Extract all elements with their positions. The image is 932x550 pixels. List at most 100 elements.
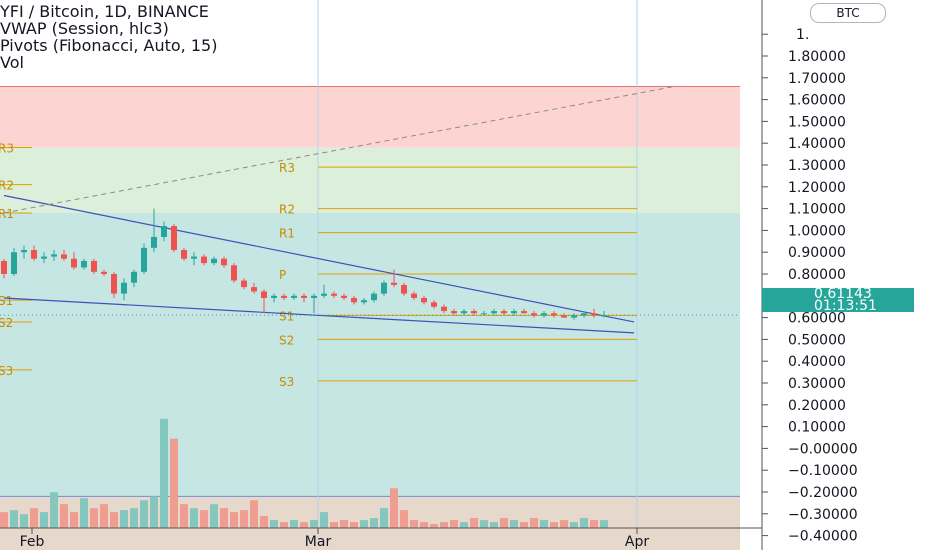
volume-bar bbox=[530, 518, 538, 528]
volume-bar bbox=[50, 492, 58, 528]
grid-lines bbox=[317, 0, 638, 528]
price-tick-label: 0.50000 bbox=[788, 332, 846, 348]
price-tick-label: 1.70000 bbox=[788, 71, 846, 87]
volume-bars bbox=[0, 418, 608, 528]
volume-bar bbox=[290, 520, 298, 528]
volume-bar bbox=[390, 488, 398, 528]
candle-body bbox=[81, 260, 87, 268]
zone-main-band bbox=[0, 212, 740, 497]
price-tick-label: 0.80000 bbox=[788, 267, 846, 283]
candle-body bbox=[571, 315, 577, 318]
candle-body bbox=[381, 282, 387, 294]
candle-body bbox=[91, 260, 97, 272]
candle-body bbox=[171, 226, 177, 251]
time-axis: Feb Mar Apr bbox=[0, 527, 762, 550]
pivot-left-label: R1 bbox=[0, 207, 14, 221]
candle-body bbox=[331, 293, 337, 296]
volume-bar bbox=[70, 512, 78, 528]
pivot-zones bbox=[0, 86, 740, 550]
volume-bar bbox=[170, 438, 178, 528]
candle-body bbox=[361, 300, 367, 303]
volume-bar bbox=[370, 518, 378, 528]
time-tick-label: Mar bbox=[305, 534, 332, 550]
volume-bar bbox=[490, 522, 498, 528]
dashed-trendline bbox=[3, 86, 675, 214]
candle-body bbox=[281, 295, 287, 298]
candle-countdown: 01:13:51 bbox=[814, 298, 877, 314]
volume-bar bbox=[60, 504, 68, 528]
candle-body bbox=[301, 295, 307, 298]
candle-body bbox=[501, 311, 507, 314]
volume-bar bbox=[350, 522, 358, 528]
candle-body bbox=[291, 295, 297, 298]
upper-trendline bbox=[3, 194, 635, 323]
candle-body bbox=[601, 315, 607, 317]
candle-body bbox=[101, 271, 107, 274]
candle-body bbox=[151, 236, 157, 248]
pivot-left-label: S3 bbox=[0, 364, 13, 378]
pivot-right-label: R2 bbox=[279, 203, 295, 217]
candle-body bbox=[471, 311, 477, 314]
volume-bar bbox=[100, 504, 108, 528]
currency-badge[interactable]: BTC bbox=[810, 3, 886, 23]
volume-bar bbox=[430, 524, 438, 528]
volume-bar bbox=[260, 516, 268, 528]
price-tick-label: 0.30000 bbox=[788, 376, 846, 392]
candle-body bbox=[201, 256, 207, 264]
volume-bar bbox=[80, 498, 88, 528]
candle-body bbox=[411, 293, 417, 298]
volume-bar bbox=[310, 520, 318, 528]
volume-bar bbox=[410, 520, 418, 528]
candle-body bbox=[521, 311, 527, 314]
volume-bar bbox=[500, 518, 508, 528]
candle-body bbox=[231, 265, 237, 281]
candle-body bbox=[241, 280, 247, 288]
pivot-left-label: R3 bbox=[0, 142, 14, 156]
volume-bar bbox=[210, 504, 218, 528]
volume-bar bbox=[420, 522, 428, 528]
candle-body bbox=[441, 306, 447, 312]
time-tick-label: Apr bbox=[625, 534, 649, 550]
price-tick-label: 1.30000 bbox=[788, 158, 846, 174]
candle-body bbox=[421, 297, 427, 303]
price-tick-label: 0.90000 bbox=[788, 245, 846, 261]
volume-bar bbox=[230, 512, 238, 528]
trendlines bbox=[0, 86, 740, 334]
volume-bar bbox=[600, 520, 608, 528]
candle-body bbox=[111, 274, 117, 294]
zone-r3-band bbox=[0, 86, 740, 148]
volume-bar bbox=[160, 418, 168, 528]
lower-trendline bbox=[3, 297, 635, 334]
price-tick-label: 1.50000 bbox=[788, 114, 846, 130]
volume-bar bbox=[470, 518, 478, 528]
last-price-tag: 0.61143 01:13:51 bbox=[762, 287, 914, 314]
volume-bar bbox=[400, 510, 408, 528]
pivot-right-label: S2 bbox=[279, 333, 294, 347]
candle-body bbox=[1, 260, 7, 274]
price-tick-label: −0.20000 bbox=[788, 485, 858, 501]
candle-body bbox=[11, 252, 17, 274]
candle-body bbox=[341, 295, 347, 298]
price-tick-label: 0.10000 bbox=[788, 420, 846, 436]
pivot-right-label: R1 bbox=[279, 227, 295, 241]
volume-bar bbox=[280, 522, 288, 528]
candle-body bbox=[431, 302, 437, 307]
price-axis-bg bbox=[762, 0, 932, 550]
candle-body bbox=[141, 247, 147, 272]
pivot-right-label: R3 bbox=[279, 161, 295, 175]
volume-bar bbox=[90, 508, 98, 528]
price-tick-label: 1.10000 bbox=[788, 202, 846, 218]
candlesticks bbox=[1, 208, 607, 320]
time-tick-label: Feb bbox=[20, 534, 45, 550]
volume-bar bbox=[380, 508, 388, 528]
candle-body bbox=[271, 295, 277, 298]
volume-bar bbox=[250, 500, 258, 528]
volume-bar bbox=[560, 520, 568, 528]
volume-bar bbox=[440, 522, 448, 528]
price-tick-label: −0.00000 bbox=[788, 441, 858, 457]
volume-bar bbox=[30, 508, 38, 528]
price-axis: 1. 1.80000 1.70000 1.60000 1.50000 1.40000 1.3… bbox=[761, 0, 932, 550]
candle-body bbox=[181, 250, 187, 259]
candle-body bbox=[311, 295, 317, 298]
